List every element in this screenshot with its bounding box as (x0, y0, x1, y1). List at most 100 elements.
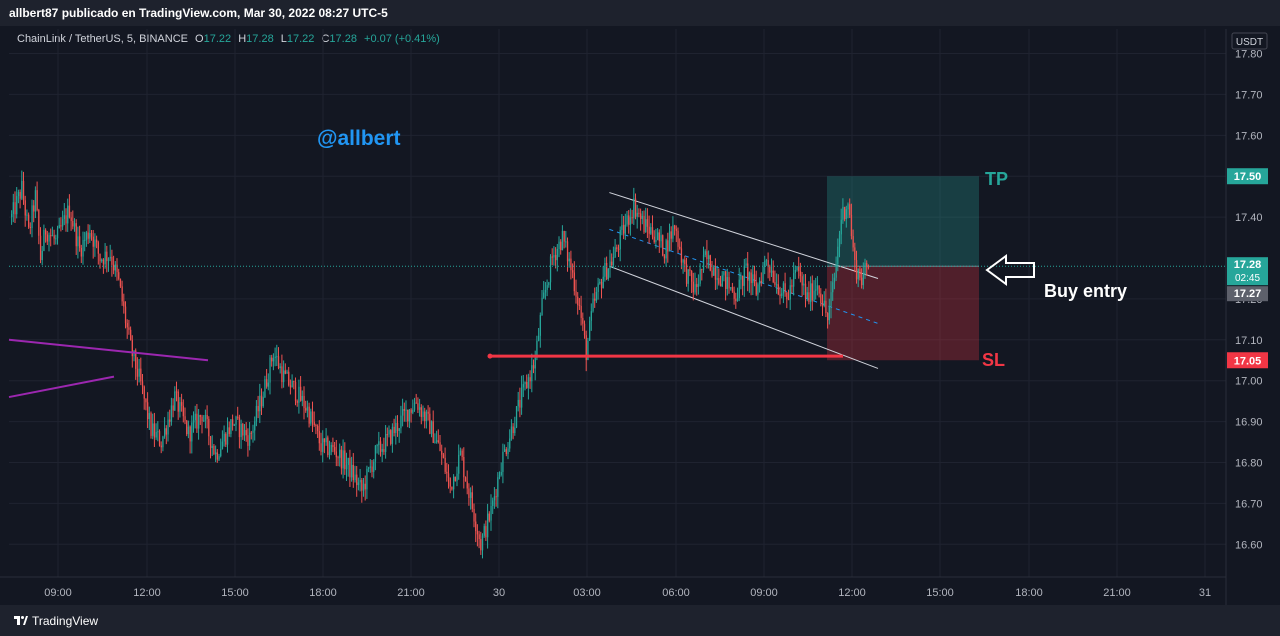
candle-body (383, 449, 385, 452)
candle (369, 459, 371, 473)
candle-body (510, 426, 513, 439)
candle (731, 282, 734, 293)
candle-body (320, 443, 322, 452)
candle-body (247, 435, 249, 446)
candle (529, 370, 531, 389)
candle (776, 273, 778, 294)
candle-body (170, 405, 173, 422)
candle-body (34, 190, 37, 212)
candle-body (17, 192, 20, 197)
candle (243, 424, 246, 442)
candle-body (713, 267, 715, 276)
candle-body (609, 261, 611, 269)
candle (611, 253, 613, 267)
candle (225, 432, 227, 448)
candle-body (432, 421, 434, 443)
candle (36, 181, 38, 212)
candle-body (381, 449, 383, 452)
attribution-bar: allbert87 publicado en TradingView.com, … (0, 0, 1280, 26)
candle (267, 373, 269, 391)
candle-body (415, 402, 417, 404)
candle (485, 520, 487, 541)
candle-body (835, 264, 837, 278)
candle-body (38, 210, 40, 236)
candle-body (175, 391, 178, 393)
candle-body (211, 445, 213, 449)
candle-body (323, 438, 326, 443)
candle-body (133, 350, 135, 357)
candle (592, 293, 594, 313)
candle-body (833, 277, 836, 283)
candle-body (158, 431, 161, 446)
candle-body (611, 261, 613, 266)
candle-body (538, 335, 540, 341)
candle-body (801, 276, 803, 286)
candle-body (463, 456, 465, 478)
candle-body (684, 259, 686, 265)
candle (509, 429, 511, 452)
candle (128, 319, 130, 335)
candle-body (794, 269, 796, 274)
candle-body (230, 419, 232, 434)
candle-body (597, 283, 599, 292)
candle (374, 444, 377, 471)
candle-body (667, 240, 669, 252)
candle (376, 443, 378, 454)
candle (364, 475, 366, 501)
candle-body (41, 250, 43, 261)
candle-body (811, 283, 813, 301)
candle (662, 234, 664, 257)
candle-body (587, 340, 589, 361)
candle (524, 381, 526, 391)
candle (813, 280, 815, 302)
candle (425, 409, 428, 429)
candle-body (803, 283, 805, 286)
candle (675, 225, 677, 243)
candle-body (648, 226, 650, 234)
candle (481, 533, 484, 559)
candle-body (339, 449, 341, 458)
candle (803, 274, 805, 295)
candle-body (799, 271, 802, 277)
candle-body (79, 236, 81, 248)
candle-body (721, 275, 723, 287)
candle-body (502, 451, 504, 472)
candle-body (623, 225, 625, 234)
annotations: @allbert TP SL Buy entry (317, 127, 1127, 370)
candle (45, 228, 47, 243)
grid-lines (9, 29, 1226, 577)
position-zones (827, 176, 979, 361)
bid-price-tag: 17.27 (1234, 288, 1262, 300)
candle (181, 393, 183, 412)
candle-body (641, 215, 643, 219)
candle (735, 292, 737, 309)
candle-body (368, 467, 370, 469)
candle-body (461, 450, 463, 457)
candle-body (232, 419, 234, 426)
candle (566, 237, 569, 272)
candle-body (276, 356, 278, 358)
candle (283, 360, 285, 388)
candle-body (485, 526, 487, 538)
symbol-name[interactable]: ChainLink / TetherUS, 5, BINANCE (17, 33, 188, 45)
candle (515, 406, 518, 429)
candle-body (645, 219, 647, 232)
tradingview-brand[interactable]: TradingView (32, 614, 99, 628)
candle (130, 326, 132, 341)
candle-body (813, 290, 815, 301)
candle-body (362, 483, 365, 491)
candle-body (522, 384, 524, 388)
candle (116, 258, 118, 281)
candle (541, 290, 543, 316)
candle (344, 442, 346, 475)
candle (235, 415, 237, 432)
candle-body (356, 474, 358, 486)
candle (73, 218, 76, 232)
candle (572, 263, 574, 279)
candle-body (500, 471, 502, 476)
candle (211, 435, 213, 457)
candle (279, 363, 281, 374)
candle (468, 483, 470, 506)
candle (170, 397, 173, 426)
